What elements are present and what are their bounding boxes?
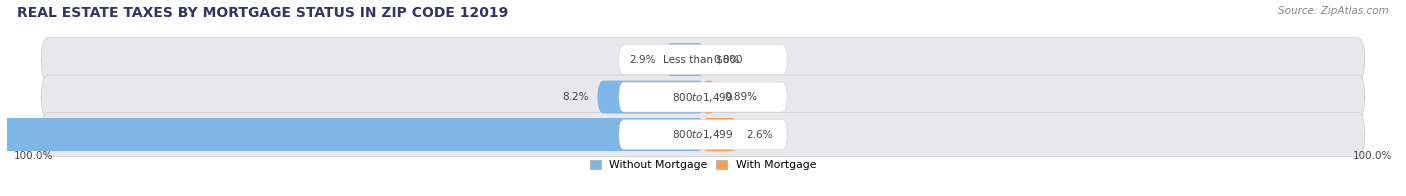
FancyBboxPatch shape bbox=[665, 43, 704, 76]
FancyBboxPatch shape bbox=[619, 120, 787, 150]
Text: 100.0%: 100.0% bbox=[1353, 151, 1392, 161]
FancyBboxPatch shape bbox=[702, 81, 716, 113]
Text: REAL ESTATE TAXES BY MORTGAGE STATUS IN ZIP CODE 12019: REAL ESTATE TAXES BY MORTGAGE STATUS IN … bbox=[17, 6, 508, 20]
Text: Source: ZipAtlas.com: Source: ZipAtlas.com bbox=[1278, 6, 1389, 16]
FancyBboxPatch shape bbox=[41, 37, 1365, 82]
Legend: Without Mortgage, With Mortgage: Without Mortgage, With Mortgage bbox=[589, 160, 817, 170]
FancyBboxPatch shape bbox=[619, 82, 787, 112]
FancyBboxPatch shape bbox=[619, 45, 787, 75]
FancyBboxPatch shape bbox=[41, 113, 1365, 157]
Text: 0.89%: 0.89% bbox=[724, 92, 758, 102]
Text: $800 to $1,499: $800 to $1,499 bbox=[672, 91, 734, 103]
Text: 100.0%: 100.0% bbox=[14, 151, 53, 161]
Text: $800 to $1,499: $800 to $1,499 bbox=[672, 128, 734, 141]
Text: 2.6%: 2.6% bbox=[747, 130, 772, 140]
FancyBboxPatch shape bbox=[598, 81, 704, 113]
FancyBboxPatch shape bbox=[0, 118, 704, 151]
Text: 2.9%: 2.9% bbox=[630, 55, 657, 65]
Text: 8.2%: 8.2% bbox=[562, 92, 589, 102]
Text: 0.0%: 0.0% bbox=[713, 55, 740, 65]
FancyBboxPatch shape bbox=[41, 75, 1365, 119]
FancyBboxPatch shape bbox=[702, 118, 738, 151]
Text: Less than $800: Less than $800 bbox=[664, 55, 742, 65]
